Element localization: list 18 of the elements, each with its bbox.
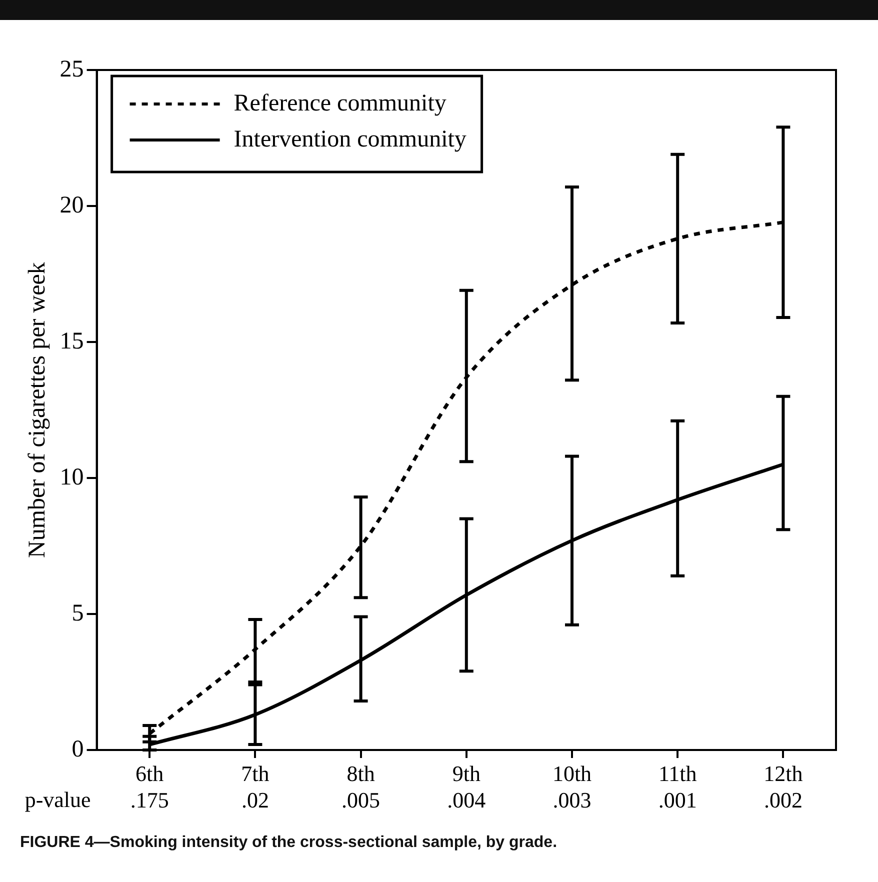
x-tick-label: 6th .175 [130,760,169,812]
legend-label: Reference community [234,90,446,116]
y-tick-label: 0 [72,736,84,762]
legend-label: Intervention community [234,126,466,152]
y-tick-label: 20 [60,192,84,218]
y-axis-title: Number of cigarettes per week [24,262,51,558]
x-tick-label: 12th .002 [764,760,803,812]
x-tick-label: 9th .004 [447,760,486,812]
y-tick-label: 5 [72,600,84,626]
x-tick-label: 11th .001 [658,760,697,812]
text: FIGURE 4—Smoking intensity of the cross-sectional sample, by grade. [20,834,558,851]
text: p-value [24,786,91,812]
y-tick-label: 15 [60,328,84,354]
y-tick-label: 25 [60,56,84,82]
x-tick-label: 10th .003 [552,760,592,812]
x-tick-label: 7th .02 [241,760,270,812]
y-tick-label: 10 [60,464,84,490]
x-tick-label: 8th .005 [342,760,380,812]
